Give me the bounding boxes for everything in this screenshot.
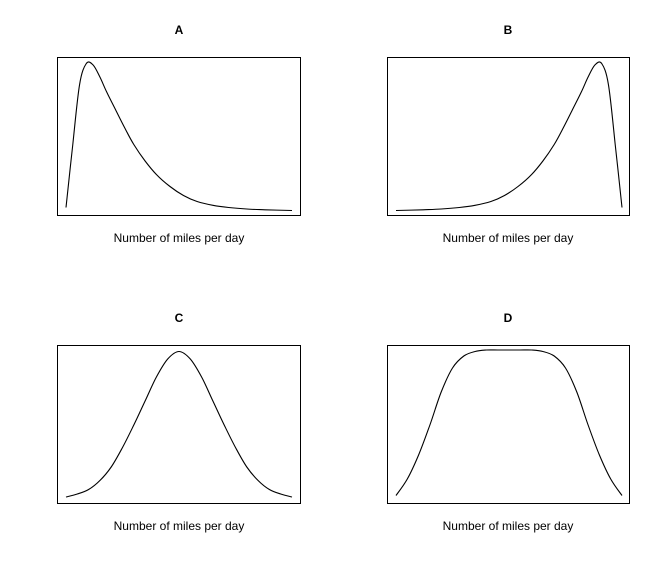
panel-a: A Number of miles per day <box>57 23 301 245</box>
x-axis-label-c: Number of miles per day <box>114 519 245 533</box>
plot-frame-a <box>57 57 301 216</box>
density-curve-b <box>395 61 623 212</box>
panel-title-d: D <box>504 311 513 325</box>
plot-frame-c <box>57 345 301 504</box>
x-axis-label-b: Number of miles per day <box>443 231 574 245</box>
plot-frame-b <box>387 57 630 216</box>
density-curve-c <box>65 350 293 498</box>
panel-title-b: B <box>504 23 513 37</box>
panel-d: D Number of miles per day <box>387 311 630 533</box>
panel-b: B Number of miles per day <box>387 23 630 245</box>
panel-title-a: A <box>175 23 184 37</box>
plot-frame-d <box>387 345 630 504</box>
x-axis-label-a: Number of miles per day <box>114 231 245 245</box>
panel-c: C Number of miles per day <box>57 311 301 533</box>
density-curve-a <box>65 61 293 212</box>
density-curve-d <box>395 349 623 496</box>
panel-title-c: C <box>175 311 184 325</box>
x-axis-label-d: Number of miles per day <box>443 519 574 533</box>
